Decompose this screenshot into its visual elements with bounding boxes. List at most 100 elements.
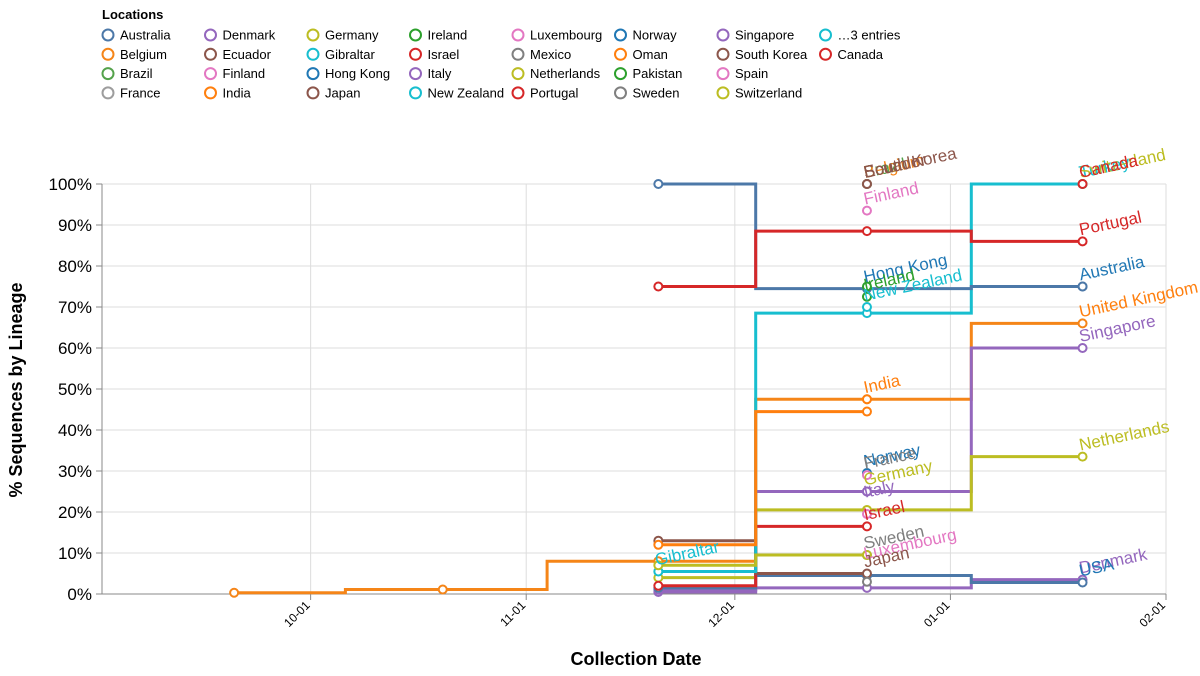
legend-label-israel: Israel: [428, 47, 460, 62]
series-points: [229, 179, 1088, 598]
point-singapore-2022-01-20: [1077, 343, 1088, 353]
legend-label-france: France: [120, 85, 160, 100]
point-italy-2021-12-20: [861, 486, 872, 497]
legend-label-norway: Norway: [633, 28, 678, 43]
legend-symbol-hong-kong: [306, 67, 320, 81]
plot-area: 0%10%20%30%40%50%60%70%80%90%100% 10-01 1…: [49, 144, 1200, 630]
legend-symbol-mexico: [511, 47, 525, 61]
legend-label-mexico: Mexico: [530, 47, 571, 62]
point-canada-2022-01-20: [1077, 179, 1088, 189]
legend-label-japan: Japan: [325, 85, 360, 100]
point-netherlands-2022-01-20: [1077, 451, 1088, 462]
point-ireland-2021-12-20: [861, 291, 872, 302]
x-axis-title: Collection Date: [570, 649, 701, 669]
legend-symbol-norway: [614, 28, 627, 42]
legend-label-pakistan: Pakistan: [633, 66, 683, 81]
point-label-south-korea: South Korea: [862, 144, 959, 182]
line-india: [658, 410, 867, 547]
legend-title: Locations: [102, 7, 163, 22]
legend-label-ireland: Ireland: [428, 28, 468, 43]
y-tick-label-90: 90%: [58, 216, 92, 235]
legend-label-hong-kong: Hong Kong: [325, 66, 390, 81]
legend-symbol-canada: [819, 47, 832, 61]
y-tick-label-10: 10%: [58, 544, 92, 563]
legend-label-denmark: Denmark: [223, 28, 276, 43]
legend-label-south-korea: South Korea: [735, 47, 808, 62]
y-tick-label-40: 40%: [58, 421, 92, 440]
legend-symbol-australia: [101, 28, 115, 42]
x-tick-label-01-01: 01-01: [921, 598, 953, 630]
point-portugal-2021-11-20: [653, 281, 664, 292]
point-pakistan-2021-12-20: [861, 281, 872, 292]
point-united-kingdom-2022-01-20: [1077, 318, 1088, 329]
legend-symbol-singapore: [716, 28, 730, 42]
legend-symbol-netherlands: [511, 67, 525, 81]
y-tick-label-0: 0%: [67, 585, 92, 604]
legend-label-portugal: Portugal: [530, 85, 579, 100]
legend-label-brazil: Brazil: [120, 66, 153, 81]
point-label-netherlands: Netherlands: [1077, 417, 1171, 455]
y-tick-label-60: 60%: [58, 339, 92, 358]
x-tick-label-02-01: 02-01: [1137, 598, 1169, 630]
point-australia-2022-01-20: [1077, 281, 1088, 292]
legend-symbol-luxembourg: [511, 28, 525, 42]
legend-symbol-brazil: [101, 67, 115, 81]
point-india-2021-12-20: [861, 406, 872, 417]
legend-symbol-oman: [614, 47, 627, 61]
point-luxembourg-2021-12-20: [861, 509, 872, 520]
point-germany-2021-12-20: [861, 550, 872, 561]
legend-label-luxembourg: Luxembourg: [530, 28, 602, 43]
legend-symbol-gibraltar: [306, 47, 320, 61]
point-israel-2021-11-20: [653, 580, 664, 591]
point-label-australia: Australia: [1077, 252, 1146, 284]
point-israel-2021-12-20: [861, 521, 872, 532]
y-tick-label-70: 70%: [58, 298, 92, 317]
gridlines: [102, 183, 1167, 595]
point-india-2021-11-20: [653, 539, 664, 550]
legend-label-switzerland: Switzerland: [735, 85, 802, 100]
legend-label-finland: Finland: [223, 66, 266, 81]
legend-symbol-belgium: [101, 47, 115, 61]
y-tick-label-50: 50%: [58, 380, 92, 399]
legend-symbol-switzerland: [716, 86, 730, 100]
point-spain-2021-12-20: [861, 470, 872, 481]
legend-label-spain: Spain: [735, 66, 768, 81]
point-germany-2021-11-20: [653, 560, 664, 571]
x-tick-label-12-01: 12-01: [705, 598, 737, 630]
legend-items: Australia Belgium Brazil France Denmark Ecuad…: [101, 28, 901, 100]
legend-symbol-india: [204, 86, 217, 100]
point-mexico-2021-12-20: [861, 576, 872, 587]
x-tick-label-10-01: 10-01: [281, 598, 313, 630]
legend-symbol-denmark: [204, 28, 217, 42]
point-hong-kong-2021-11-20: [653, 179, 664, 189]
point-new-zealand-2021-12-20: [861, 302, 872, 312]
legend-label-italy: Italy: [428, 66, 452, 81]
legend-symbol-new-zealand: [409, 86, 422, 100]
legend-symbol-sweden: [614, 86, 627, 100]
legend-label-netherlands: Netherlands: [530, 66, 601, 81]
point-label-canada: Canada: [1077, 151, 1140, 182]
legend-symbol-ireland: [409, 28, 422, 42]
y-tick-label-100: 100%: [49, 175, 92, 194]
legend-label-india: India: [223, 85, 252, 100]
legend-symbol-pakistan: [614, 67, 627, 81]
line-germany: [658, 553, 867, 567]
y-tick-label-80: 80%: [58, 257, 92, 276]
legend-label-3-entries: …3 entries: [838, 28, 901, 43]
point-label-india: India: [862, 371, 903, 397]
x-tick-label-11-01: 11-01: [497, 598, 528, 629]
y-tick-label-30: 30%: [58, 462, 92, 481]
legend-label-singapore: Singapore: [735, 28, 794, 43]
point-portugal-2022-01-20: [1077, 236, 1088, 247]
legend-symbol-france: [101, 86, 115, 100]
point-ecuador-2021-12-20: [861, 179, 872, 189]
legend-label-gibraltar: Gibraltar: [325, 47, 376, 62]
legend-label-germany: Germany: [325, 28, 379, 43]
legend-symbol-japan: [306, 86, 320, 100]
legend-symbol-portugal: [511, 86, 525, 100]
point-portugal-2021-12-20: [861, 226, 872, 237]
y-axis-title: % Sequences by Lineage: [6, 282, 26, 497]
legend-label-oman: Oman: [633, 47, 668, 62]
legend-label-new-zealand: New Zealand: [428, 85, 505, 100]
